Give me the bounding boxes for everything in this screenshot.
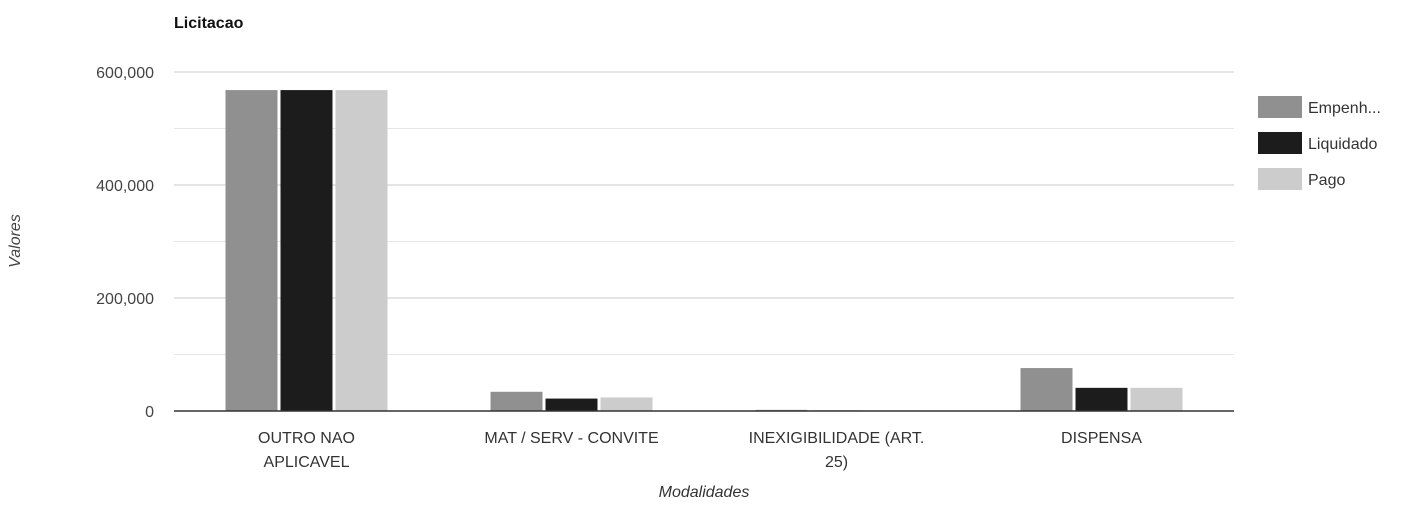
bars [225, 90, 1183, 411]
x-axis-label: Modalidades [659, 484, 750, 501]
legend: Empenh... Liquidado Pago [1258, 96, 1381, 190]
bar [490, 391, 543, 411]
bar [1130, 387, 1183, 411]
y-tick-label: 200,000 [96, 291, 154, 308]
x-tick-label: APLICAVEL [264, 454, 350, 471]
bar [1075, 387, 1128, 411]
x-tick-label: DISPENSA [1061, 430, 1142, 447]
bar [545, 398, 598, 411]
legend-label: Pago [1308, 172, 1345, 189]
x-tick-label: 25) [825, 454, 848, 471]
y-tick-label: 600,000 [96, 65, 154, 82]
legend-label: Liquidado [1308, 136, 1378, 153]
y-axis-label: Valores [7, 214, 24, 268]
legend-swatch [1258, 132, 1302, 154]
bar [225, 90, 278, 411]
y-axis-ticks: 0 200,000 400,000 600,000 [96, 65, 154, 421]
legend-swatch [1258, 96, 1302, 118]
bar [280, 90, 333, 411]
x-tick-label: OUTRO NAO [258, 430, 355, 447]
bar [600, 397, 653, 411]
bar [335, 90, 388, 411]
y-tick-label: 400,000 [96, 178, 154, 195]
x-tick-label: MAT / SERV - CONVITE [484, 430, 658, 447]
legend-swatch [1258, 168, 1302, 190]
y-tick-label: 0 [145, 404, 154, 421]
chart-title: Licitacao [174, 15, 244, 32]
x-axis-ticks: OUTRO NAO APLICAVEL MAT / SERV - CONVITE IN… [258, 430, 1142, 471]
x-tick-label: INEXIGIBILIDADE (ART. [749, 430, 925, 447]
legend-label: Empenh... [1308, 100, 1381, 117]
gridlines [174, 71, 1234, 355]
bar [1020, 368, 1073, 411]
